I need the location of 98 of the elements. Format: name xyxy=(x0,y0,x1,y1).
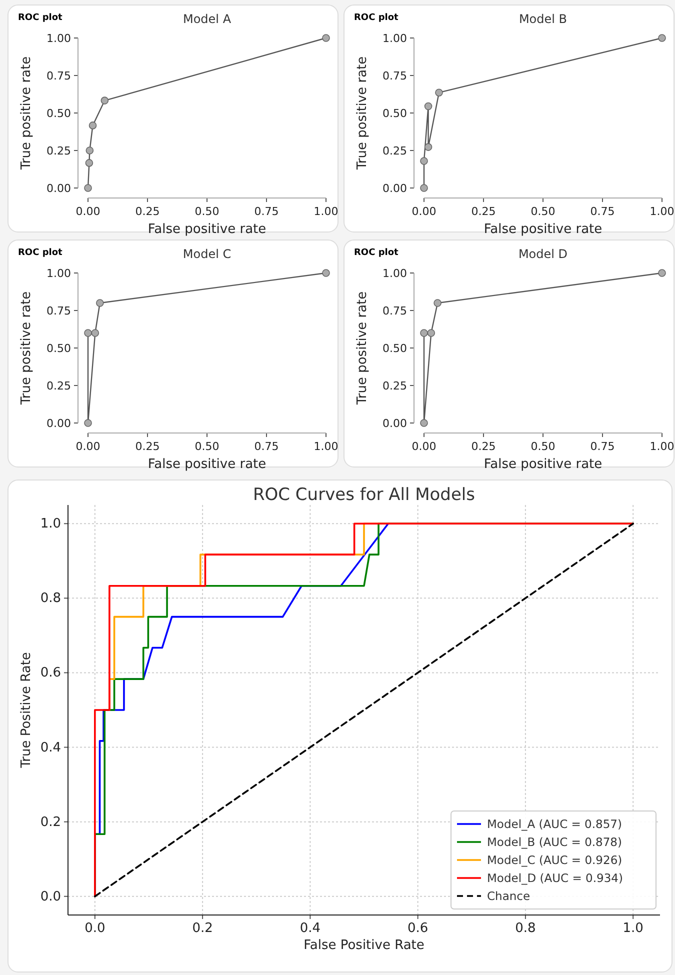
x-tick-label: 0.25 xyxy=(135,440,160,453)
point xyxy=(420,419,428,427)
chart-title: Model A xyxy=(182,12,232,26)
chart-title: Model B xyxy=(518,12,568,26)
y-tick-label: 0.00 xyxy=(382,417,407,430)
y-tick-label: 0.75 xyxy=(382,304,407,318)
x-tick-label: 0.75 xyxy=(254,440,279,453)
y-tick-label: 0.25 xyxy=(46,380,71,392)
y-tick-label: 0.00 xyxy=(46,417,71,430)
y-tick-label: 0.0 xyxy=(40,889,61,904)
x-axis-title: False Positive Rate xyxy=(304,938,424,953)
point xyxy=(424,102,432,110)
point xyxy=(658,269,666,277)
y-tick-label: 1.0 xyxy=(40,516,61,532)
point xyxy=(96,299,104,307)
x-tick-label: 0.50 xyxy=(530,205,556,218)
x-tick-label: 0.0 xyxy=(84,921,106,936)
x-tick-label: 0.00 xyxy=(412,440,436,453)
x-tick-label: 0.75 xyxy=(590,440,615,453)
x-tick-label: 0.50 xyxy=(194,440,220,453)
point xyxy=(427,329,436,337)
chart-title: Model D xyxy=(518,247,568,261)
legend-label: Model_A (AUC = 0.857) xyxy=(487,817,622,831)
x-tick-label: 0.00 xyxy=(76,440,100,453)
y-tick-label: 0.75 xyxy=(46,304,71,318)
y-tick-label: 0.6 xyxy=(40,666,61,681)
x-tick-label: 0.75 xyxy=(590,205,615,218)
point xyxy=(85,159,94,167)
y-axis-title: True Positive Rate xyxy=(19,652,34,769)
legend-label: Chance xyxy=(487,889,530,903)
point xyxy=(322,34,330,42)
x-axis-title: False positive rate xyxy=(148,457,266,472)
y-tick-label: 0.00 xyxy=(46,182,71,195)
text: ROC plot xyxy=(354,248,400,258)
x-tick-label: 0.50 xyxy=(530,440,556,453)
y-tick-label: 0.00 xyxy=(382,182,407,195)
y-tick-label: 0.25 xyxy=(382,380,407,392)
x-tick-label: 0.00 xyxy=(412,205,436,218)
point xyxy=(84,419,92,427)
point xyxy=(420,184,428,192)
y-tick-label: 0.25 xyxy=(46,144,71,158)
x-axis-title: False positive rate xyxy=(484,222,602,237)
point xyxy=(658,34,666,42)
point xyxy=(84,329,92,337)
text: ROC plot xyxy=(18,13,64,23)
point xyxy=(424,143,432,151)
y-tick-label: 1.00 xyxy=(382,267,407,280)
point xyxy=(86,146,94,154)
y-axis-title: True positive rate xyxy=(355,56,370,171)
x-tick-label: 0.2 xyxy=(192,921,213,936)
x-tick-label: 1.0 xyxy=(622,921,644,936)
x-tick-label: 0.25 xyxy=(135,205,160,218)
point xyxy=(91,329,100,337)
x-tick-label: 0.6 xyxy=(407,921,428,936)
text: ROC plot xyxy=(354,13,400,23)
legend-label: Model_B (AUC = 0.878) xyxy=(487,835,622,849)
point xyxy=(100,96,109,104)
x-tick-label: 0.4 xyxy=(300,921,321,936)
y-tick-label: 0.50 xyxy=(382,107,407,120)
x-tick-label: 0.50 xyxy=(194,205,220,218)
point xyxy=(420,157,428,165)
x-tick-label: 1.00 xyxy=(650,440,674,453)
y-tick-label: 0.25 xyxy=(382,144,407,158)
y-tick-label: 1.00 xyxy=(382,32,407,45)
point xyxy=(435,88,443,96)
y-tick-label: 0.4 xyxy=(40,740,61,756)
x-tick-label: 0.25 xyxy=(471,440,496,453)
y-tick-label: 0.75 xyxy=(382,70,407,82)
x-tick-label: 0.8 xyxy=(515,921,536,936)
legend-label: Model_D (AUC = 0.934) xyxy=(487,871,623,885)
x-tick-label: 0.75 xyxy=(254,205,279,218)
point xyxy=(322,269,330,277)
legend-label: Model_C (AUC = 0.926) xyxy=(487,853,622,867)
x-tick-label: 1.00 xyxy=(314,440,338,453)
x-tick-label: 0.00 xyxy=(76,205,100,218)
chart-title: ROC Curves for All Models xyxy=(252,485,476,505)
x-tick-label: 0.25 xyxy=(471,205,496,218)
y-tick-label: 0.8 xyxy=(40,591,61,606)
y-tick-label: 0.2 xyxy=(40,814,61,830)
y-tick-label: 0.50 xyxy=(382,342,407,355)
y-axis-title: True positive rate xyxy=(19,291,34,406)
chart-title: Model C xyxy=(182,247,232,261)
y-tick-label: 0.50 xyxy=(46,342,71,355)
x-axis-title: False positive rate xyxy=(148,222,266,237)
point xyxy=(420,329,428,337)
x-tick-label: 1.00 xyxy=(650,205,674,218)
point xyxy=(84,184,92,192)
x-tick-label: 1.00 xyxy=(314,205,338,218)
x-axis-title: False positive rate xyxy=(484,457,602,472)
point xyxy=(88,122,97,130)
y-tick-label: 1.00 xyxy=(46,267,71,280)
text: ROC plot xyxy=(18,248,64,258)
y-tick-label: 1.00 xyxy=(46,32,71,45)
y-axis-title: True positive rate xyxy=(19,56,34,171)
y-axis-title: True positive rate xyxy=(355,291,370,406)
point xyxy=(434,299,442,307)
y-tick-label: 0.75 xyxy=(46,70,71,82)
y-tick-label: 0.50 xyxy=(46,107,71,120)
